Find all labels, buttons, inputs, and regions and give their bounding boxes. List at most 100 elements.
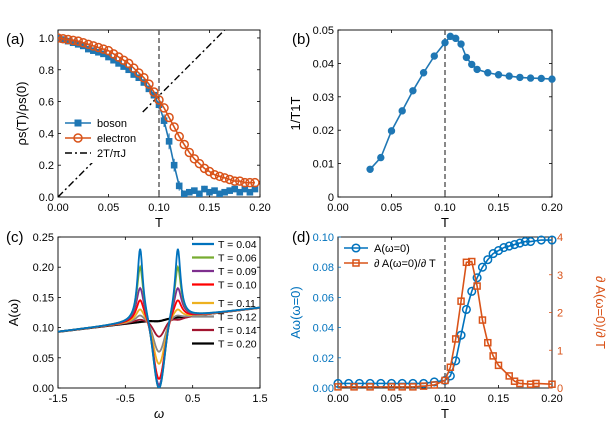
dA-point — [489, 352, 497, 360]
legend-label: ∂ A(ω=0)/∂ T — [374, 258, 436, 270]
electron-point — [245, 177, 255, 188]
electron-point — [139, 72, 149, 83]
electron-point — [123, 58, 134, 69]
A-point — [515, 238, 525, 248]
dA-point — [484, 338, 492, 347]
dA-point — [468, 257, 476, 266]
x-axis-label: T — [441, 406, 449, 421]
A-point — [419, 378, 429, 389]
electron-point — [214, 171, 225, 182]
A-point — [440, 375, 450, 386]
electron-point — [88, 41, 99, 51]
y-tick-label: 0.0 — [39, 192, 54, 204]
legend-label: T = 0.10 — [218, 280, 257, 292]
y-axis-label: Aω(ω=0) — [288, 286, 303, 338]
x-tick-label: 0.10 — [434, 393, 455, 405]
y-right-tick-label: 4 — [557, 232, 563, 244]
y-right-tick-label: 1 — [557, 345, 563, 357]
electron-point — [240, 177, 250, 188]
A-point — [483, 255, 493, 265]
relaxation-point — [366, 165, 374, 173]
y-tick-label: 0.10 — [313, 232, 334, 244]
legend-marker — [73, 133, 83, 143]
relaxation-point — [526, 74, 535, 82]
dA-point — [494, 361, 503, 370]
dA-point — [532, 379, 540, 388]
y-tick-label: 0.4 — [39, 128, 54, 140]
dA-point — [387, 383, 396, 391]
x-tick-label: 0.10 — [148, 202, 169, 214]
y-tick-label: 0.10 — [33, 323, 54, 335]
y-tick-label: 0.01 — [313, 159, 334, 171]
legend-label: T = 0.20 — [218, 339, 257, 351]
relaxation-point — [462, 53, 471, 62]
y-tick-label: 1.0 — [39, 33, 54, 45]
A-point — [499, 243, 509, 253]
y-right-axis-label: ∂ A(ω=0)/∂ T — [593, 276, 608, 349]
electron-point — [58, 33, 63, 43]
relaxation-point — [430, 52, 438, 60]
y-tick-label: 0.08 — [313, 262, 334, 274]
dA-point — [409, 383, 417, 391]
relaxation-point — [516, 73, 524, 82]
relaxation-point — [494, 71, 503, 79]
relaxation-point — [452, 34, 460, 43]
panel-c-series — [58, 248, 260, 388]
y-tick-label: 0.00 — [313, 383, 334, 395]
y-tick-label: 0.8 — [39, 65, 54, 77]
electron-point — [144, 79, 154, 89]
x-axis-label: T — [155, 215, 163, 230]
relaxation-point — [377, 153, 385, 162]
panel-c-chart: -1.5 -0.5 0.5 1.5 0.00 0.05 0.10 0.15 0.20 0.25 T … — [6, 232, 268, 421]
panel-a-chart: 0.00 0.05 0.10 0.15 0.20 0.0 0.2 0.4 0.6 0.8 1.0 bo… — [14, 29, 271, 230]
x-tick-label: 0.20 — [541, 393, 562, 405]
y-tick-label: 0.00 — [33, 383, 54, 395]
y-tick-label: 0.05 — [313, 25, 334, 37]
panel-label-c: (c) — [6, 229, 24, 246]
panel-label-d: (d) — [292, 229, 310, 246]
legend-marker — [74, 119, 82, 127]
legend-label: boson — [97, 118, 127, 130]
y-tick-label: 0 — [328, 192, 334, 204]
x-tick-label: 0.20 — [249, 202, 270, 214]
electron-point — [164, 112, 174, 123]
y-axis-label: 1/T1T — [288, 96, 303, 130]
x-tick-label: 0.15 — [488, 202, 509, 214]
relaxation-point — [473, 65, 481, 74]
boson-point — [196, 190, 203, 197]
spectral-line — [58, 248, 260, 388]
legend-label: A(ω=0) — [374, 243, 410, 255]
relaxation-point — [398, 107, 406, 115]
series-line-relaxation — [369, 35, 553, 170]
dA-point — [441, 376, 449, 385]
x-axis-label: ω — [154, 406, 164, 421]
electron-point — [189, 154, 200, 164]
x-tick-label: -0.5 — [116, 393, 135, 405]
electron-point — [73, 36, 83, 46]
y-tick-label: 0.06 — [313, 292, 334, 304]
relaxation-point — [537, 74, 545, 83]
dA-point — [548, 380, 556, 388]
dA-point — [419, 382, 428, 390]
electron-point — [159, 103, 169, 113]
y-right-tick-label: 2 — [557, 308, 563, 320]
legend-label: T = 0.11 — [218, 298, 256, 310]
x-tick-label: 0.20 — [541, 202, 562, 214]
x-tick-label: 0.05 — [381, 202, 402, 214]
relaxation-point — [441, 38, 449, 47]
electron-point — [98, 44, 109, 54]
legend-label: T = 0.12 — [218, 312, 257, 324]
electron-point — [194, 158, 205, 169]
x-tick-label: 1.5 — [252, 393, 267, 405]
electron-point — [149, 87, 159, 97]
electron-point — [169, 122, 179, 132]
panel-label-a: (a) — [6, 31, 24, 48]
dA-point — [334, 383, 342, 391]
x-tick-label: 0.05 — [98, 202, 119, 214]
electron-point — [93, 42, 104, 53]
dA-point — [446, 363, 455, 371]
relaxation-point — [505, 72, 513, 80]
legend-marker — [351, 243, 361, 253]
y-tick-label: 0.20 — [33, 262, 54, 274]
electron-point — [209, 169, 220, 180]
